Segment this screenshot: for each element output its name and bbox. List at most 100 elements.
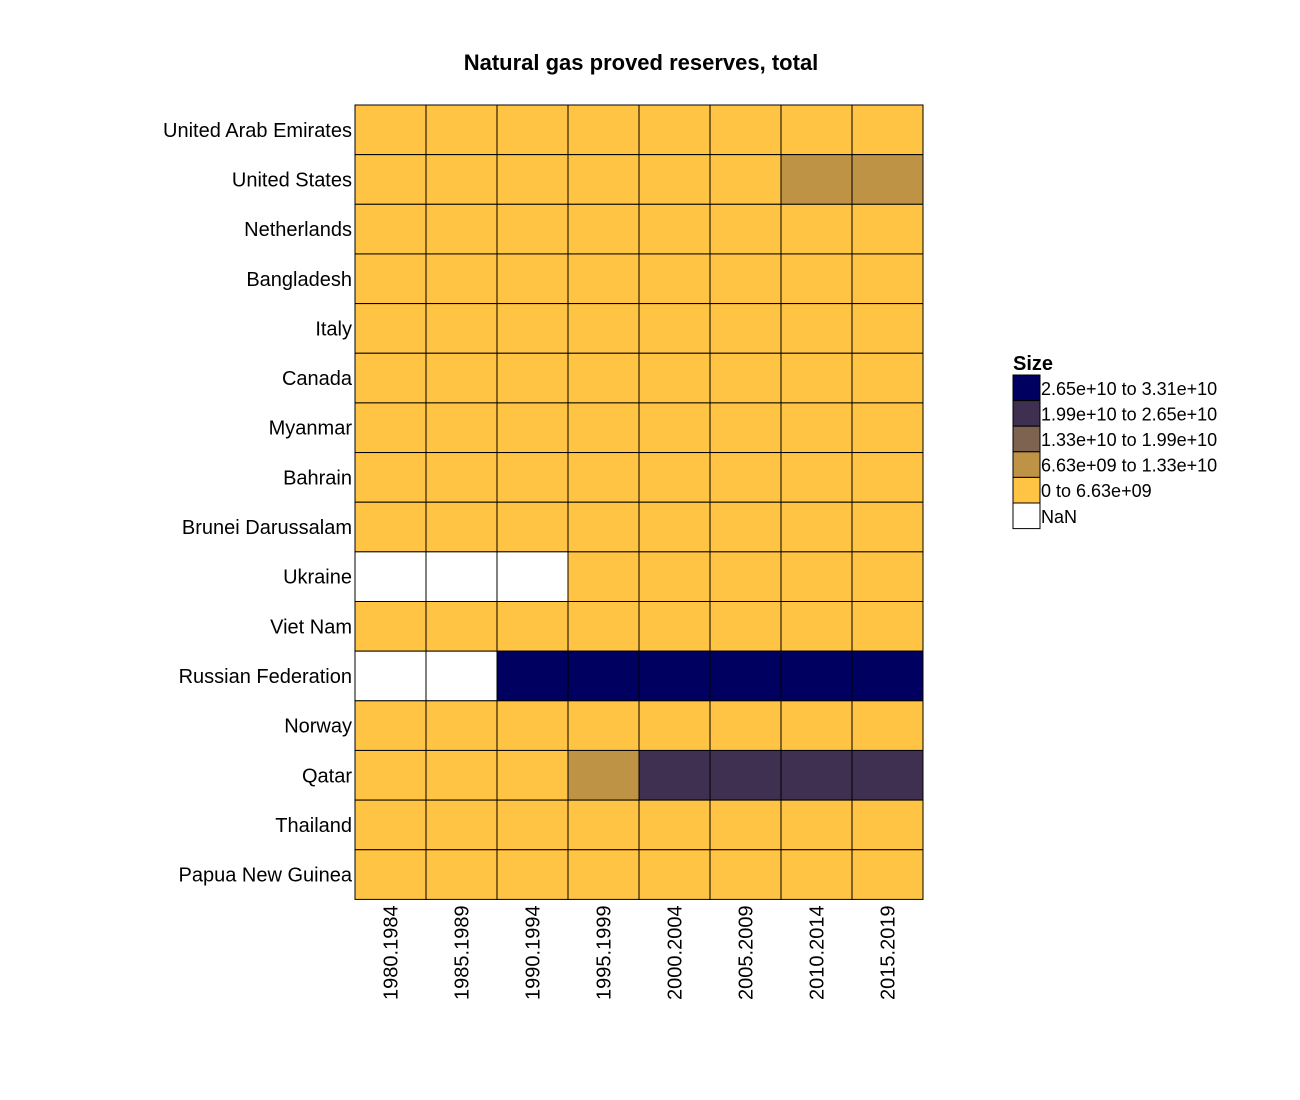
heatmap-cell — [425, 551, 498, 602]
heatmap-cell — [638, 650, 711, 702]
legend-label: NaN — [1041, 507, 1077, 527]
heatmap-cell — [496, 203, 569, 255]
heatmap-cell — [638, 402, 711, 454]
heatmap-cell — [638, 352, 711, 404]
heatmap-cell — [709, 154, 782, 205]
column-label: 2005.2009 — [736, 905, 758, 1000]
heatmap-cell — [780, 601, 853, 652]
heatmap-cell — [851, 501, 924, 553]
legend-label: 1.99e+10 to 2.65e+10 — [1041, 404, 1217, 424]
heatmap-cell — [709, 501, 782, 553]
legend-label: 1.33e+10 to 1.99e+10 — [1041, 430, 1217, 450]
heatmap-cell — [496, 551, 569, 602]
heatmap-cell — [354, 501, 427, 553]
legend-swatch — [1012, 374, 1041, 402]
row-label: Brunei Darussalam — [182, 517, 352, 539]
heatmap-cell — [851, 452, 924, 503]
row-label: Papua New Guinea — [179, 865, 353, 887]
row-label: Myanmar — [269, 418, 353, 440]
heatmap-cell — [567, 452, 640, 503]
heatmap-cell — [851, 104, 924, 156]
heatmap-cell — [425, 253, 498, 305]
heatmap-cell — [638, 154, 711, 205]
heatmap-cell — [496, 104, 569, 156]
heatmap-cell — [425, 352, 498, 404]
heatmap-cell — [709, 749, 782, 801]
heatmap-cell — [496, 749, 569, 801]
heatmap-cell — [638, 104, 711, 156]
heatmap-cell — [425, 799, 498, 851]
row-label: Russian Federation — [179, 666, 352, 688]
legend-swatch — [1012, 451, 1041, 478]
heatmap-cell — [496, 700, 569, 751]
heatmap-cell — [638, 749, 711, 801]
column-label: 1990.1994 — [523, 905, 545, 1000]
heatmap-cell — [354, 650, 427, 702]
heatmap-cell — [780, 799, 853, 851]
heatmap-cell — [851, 203, 924, 255]
heatmap-cell — [425, 700, 498, 751]
heatmap-cell — [567, 203, 640, 255]
heatmap-cell — [851, 650, 924, 702]
row-label: United Arab Emirates — [163, 120, 352, 142]
heatmap-cell — [425, 402, 498, 454]
heatmap-cell — [425, 104, 498, 156]
heatmap-cell — [780, 352, 853, 404]
heatmap-cell — [567, 352, 640, 404]
row-label: Ukraine — [283, 567, 352, 589]
heatmap-cell — [851, 749, 924, 801]
legend: Size 2.65e+10 to 3.31e+10 1.99e+10 to 2.6… — [1012, 353, 1217, 530]
heatmap-cell — [780, 849, 853, 900]
heatmap-cell — [567, 799, 640, 851]
heatmap-cell — [354, 799, 427, 851]
heatmap-cell — [780, 501, 853, 553]
heatmap-cell — [567, 650, 640, 702]
heatmap-cell — [638, 551, 711, 602]
column-labels: 1980.1984 1985.1989 1990.1994 1995.1999 2000… — [381, 905, 900, 1000]
row-label: Bahrain — [283, 467, 352, 489]
legend-swatch — [1012, 400, 1041, 427]
heatmap-cells — [354, 104, 924, 900]
heatmap-cell — [638, 253, 711, 305]
heatmap-cell — [354, 104, 427, 156]
heatmap-cell — [425, 650, 498, 702]
heatmap-cell — [496, 154, 569, 205]
heatmap-cell — [496, 253, 569, 305]
heatmap-cell — [425, 154, 498, 205]
heatmap-cell — [780, 452, 853, 503]
heatmap-cell — [496, 601, 569, 652]
heatmap-cell — [638, 203, 711, 255]
heatmap-cell — [354, 452, 427, 503]
heatmap-cell — [709, 253, 782, 305]
heatmap-cell — [780, 303, 853, 354]
heatmap-cell — [425, 203, 498, 255]
heatmap-cell — [496, 352, 569, 404]
row-label: Italy — [315, 318, 352, 340]
heatmap-cell — [354, 700, 427, 751]
row-label: Norway — [284, 716, 352, 738]
heatmap-cell — [709, 303, 782, 354]
heatmap-cell — [780, 402, 853, 454]
heatmap-cell — [354, 154, 427, 205]
heatmap-cell — [425, 452, 498, 503]
column-label: 1995.1999 — [594, 905, 616, 1000]
heatmap-cell — [638, 799, 711, 851]
legend-label: 2.65e+10 to 3.31e+10 — [1041, 379, 1217, 399]
heatmap-cell — [567, 104, 640, 156]
heatmap-cell — [567, 253, 640, 305]
heatmap-cell — [851, 303, 924, 354]
column-label: 1980.1984 — [381, 905, 403, 1000]
heatmap-cell — [780, 154, 853, 205]
legend-swatch — [1012, 502, 1041, 530]
column-label: 2015.2019 — [878, 905, 900, 1000]
heatmap-cell — [780, 551, 853, 602]
heatmap-cell — [567, 601, 640, 652]
heatmap-cell — [851, 601, 924, 652]
heatmap-cell — [780, 253, 853, 305]
heatmap-cell — [496, 303, 569, 354]
heatmap-cell — [638, 303, 711, 354]
heatmap-cell — [709, 402, 782, 454]
legend-swatch — [1012, 425, 1041, 453]
heatmap-cell — [425, 749, 498, 801]
heatmap-cell — [780, 700, 853, 751]
